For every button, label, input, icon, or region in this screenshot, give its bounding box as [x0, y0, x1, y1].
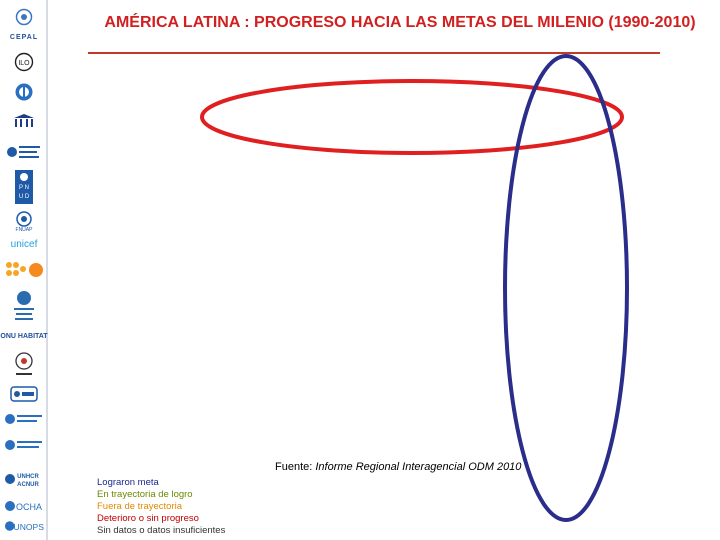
- legend: Lograron meta En trayectoria de logro Fu…: [97, 477, 225, 537]
- svg-text:ACNUR: ACNUR: [17, 482, 39, 488]
- svg-text:P N: P N: [19, 185, 29, 191]
- ilo-logo-icon: ILO: [4, 52, 44, 72]
- legend-item-no-data: Sin datos o datos insuficientes: [97, 525, 226, 536]
- source-note: Fuente: Informe Regional Interagencial O…: [275, 461, 521, 473]
- unicef-logo-icon: unicef: [10, 238, 38, 250]
- un-emblem-icon: [4, 6, 44, 28]
- unops-logo-icon: UNOPS: [4, 518, 44, 534]
- source-prefix: Fuente:: [275, 461, 316, 473]
- blue-highlight-ellipse: [503, 54, 629, 522]
- svg-text:UNHCR: UNHCR: [17, 474, 39, 480]
- svg-text:UNOPS: UNOPS: [14, 522, 44, 532]
- source-report: Informe Regional Interagencial ODM 2010: [315, 461, 522, 473]
- pnud-logo-icon: P N U D: [4, 170, 44, 204]
- oacnudh-logo-icon: [4, 350, 44, 380]
- unifem-2-logo-icon: [4, 384, 44, 404]
- svg-text:ILO: ILO: [18, 60, 30, 67]
- cepal-logo-icon: CEPAL: [9, 33, 39, 41]
- onu-habitat-logo-icon: ONU HABITAT: [0, 332, 48, 340]
- unhcr-logo-icon: UNHCR ACNUR: [4, 468, 44, 490]
- red-highlight-ellipse: [200, 79, 624, 155]
- fao-logo-icon: [4, 82, 44, 102]
- itu-logo-icon: [4, 436, 44, 454]
- ocha-logo-icon: OCHA: [4, 498, 44, 514]
- sidebar-divider: [46, 0, 48, 540]
- svg-text:OCHA: OCHA: [16, 502, 42, 512]
- agency-logos-sidebar: CEPAL ILO P N U D FNUAP unicef ONU HABITA…: [0, 0, 48, 540]
- page-title: AMÉRICA LATINA : PROGRESO HACIA LAS META…: [104, 14, 696, 31]
- legend-item-deterioration: Deterioro o sin progreso: [97, 513, 199, 524]
- unifem-logo-icon: [4, 258, 44, 282]
- svg-text:U D: U D: [19, 194, 30, 200]
- unfpa-logo-icon: FNUAP: [4, 210, 44, 232]
- legend-item-off-track: Fuera de trayectoria: [97, 501, 183, 512]
- legend-item-on-track: En trayectoria de logro: [97, 489, 193, 500]
- title-underline: [88, 52, 660, 54]
- wfp-logo-icon: [4, 288, 44, 326]
- unesco-logo-icon: [4, 112, 44, 130]
- legend-item-achieved: Lograron meta: [97, 477, 159, 488]
- ops-logo-icon: [4, 140, 44, 164]
- pnuma-logo-icon: [4, 410, 44, 428]
- svg-text:FNUAP: FNUAP: [16, 227, 34, 232]
